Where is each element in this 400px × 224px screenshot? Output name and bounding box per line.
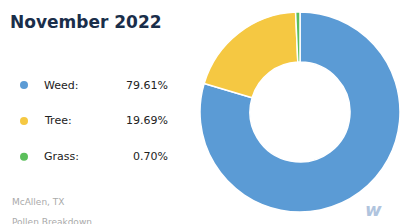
svg-text:w: w — [365, 199, 382, 220]
svg-text:Tree:: Tree: — [44, 114, 72, 127]
svg-text:79.61%: 79.61% — [126, 79, 168, 92]
svg-text:0.70%: 0.70% — [133, 150, 168, 163]
svg-text:Grass:: Grass: — [44, 150, 79, 163]
svg-text:November 2022: November 2022 — [10, 12, 162, 32]
svg-text:McAllen, TX: McAllen, TX — [12, 197, 65, 207]
svg-text:19.69%: 19.69% — [126, 114, 168, 127]
svg-text:Pollen Breakdown: Pollen Breakdown — [12, 217, 92, 224]
svg-text:Weed:: Weed: — [44, 79, 78, 92]
